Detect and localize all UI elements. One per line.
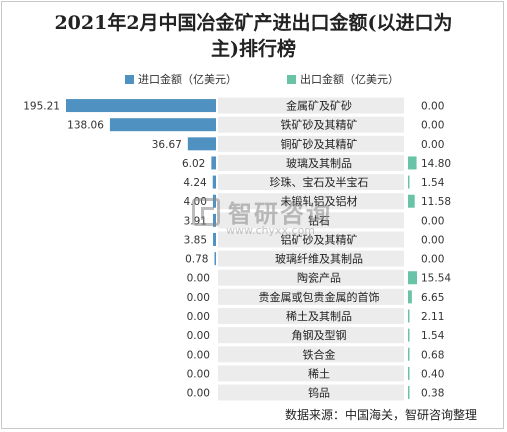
export-value-label: 1.54 xyxy=(421,330,445,342)
export-value-label: 0.00 xyxy=(421,101,444,113)
import-value-label: 6.02 xyxy=(182,158,205,170)
legend-label-export: 出口金额（亿美元） xyxy=(300,73,399,86)
import-value-label: 36.67 xyxy=(152,139,182,151)
category-band xyxy=(218,269,404,286)
category-label: 金属矿及矿砂 xyxy=(286,99,352,113)
category-band xyxy=(218,135,404,152)
export-value-label: 0.00 xyxy=(421,139,444,151)
import-value-label: 3.91 xyxy=(184,215,207,227)
category-label: 铝矿砂及其精矿 xyxy=(281,232,358,246)
import-bar xyxy=(212,175,216,189)
export-value-label: 0.68 xyxy=(421,349,444,361)
export-value-label: 6.65 xyxy=(421,292,444,304)
category-label: 陶瓷产品 xyxy=(297,271,341,285)
category-label: 铜矿砂及其精矿 xyxy=(281,137,358,151)
category-band xyxy=(218,365,404,382)
import-bar xyxy=(214,252,216,266)
import-value-label: 0.78 xyxy=(185,254,208,266)
export-bar xyxy=(408,194,415,208)
category-label: 钻石 xyxy=(308,213,330,227)
import-value-label: 0.00 xyxy=(187,292,210,304)
export-value-label: 0.38 xyxy=(421,388,444,400)
category-band xyxy=(218,212,404,229)
import-value-label: 4.24 xyxy=(183,177,207,189)
category-label: 贵金属或包贵金属的首饰 xyxy=(259,290,380,304)
export-value-label: 11.58 xyxy=(421,196,451,208)
category-band xyxy=(218,154,404,171)
export-value-label: 0.00 xyxy=(421,254,444,266)
category-band xyxy=(218,346,404,363)
category-label: 铁矿砂及其精矿 xyxy=(281,119,358,132)
category-label: 钨品 xyxy=(308,387,330,400)
import-value-label: 0.00 xyxy=(187,311,210,323)
import-value-label: 4.00 xyxy=(184,196,207,208)
export-bar xyxy=(408,366,410,380)
category-band xyxy=(218,327,404,344)
category-band xyxy=(218,288,404,305)
legend-swatch-export xyxy=(287,74,296,84)
category-band xyxy=(218,116,404,133)
category-band xyxy=(218,307,404,324)
import-value-label: 0.00 xyxy=(187,273,210,285)
legend-item-export: 出口金额（亿美元） xyxy=(287,71,399,87)
import-value-label: 138.06 xyxy=(67,120,104,132)
export-value-label: 1.54 xyxy=(421,177,445,189)
export-value-label: 15.54 xyxy=(421,273,451,285)
legend-label-import: 进口金额（亿美元） xyxy=(138,73,237,86)
category-band xyxy=(218,384,404,401)
export-value-label: 14.80 xyxy=(421,158,451,170)
legend-swatch-import xyxy=(125,74,134,84)
category-band xyxy=(218,174,404,191)
category-label: 珍珠、宝石及半宝石 xyxy=(270,175,369,189)
import-bar xyxy=(213,232,216,246)
export-bar xyxy=(408,386,410,400)
import-value-label: 0.00 xyxy=(187,368,210,380)
import-value-label: 0.00 xyxy=(187,330,210,342)
import-value-label: 0.00 xyxy=(187,388,210,400)
category-label: 角钢及型钢 xyxy=(292,328,347,342)
import-bar xyxy=(109,118,216,132)
export-value-label: 2.11 xyxy=(421,311,444,323)
export-bar xyxy=(408,271,417,285)
export-bar xyxy=(408,290,412,304)
category-label: 玻璃纤维及其制品 xyxy=(275,252,363,266)
category-band xyxy=(218,97,404,114)
chart-title: 2021年2月中国冶金矿产进出口金额(以进口为 主)排行榜 xyxy=(54,12,453,60)
export-bar xyxy=(408,156,417,170)
import-bar xyxy=(212,194,216,208)
export-value-label: 0.40 xyxy=(421,368,444,380)
source-note: 数据来源：中国海关，智研咨询整理 xyxy=(284,408,477,422)
import-bar xyxy=(66,99,216,113)
export-bar xyxy=(408,309,410,323)
category-label: 稀土及其制品 xyxy=(286,310,352,323)
import-value-label: 0.00 xyxy=(187,349,210,361)
export-value-label: 0.00 xyxy=(421,234,444,246)
import-value-label: 3.85 xyxy=(184,234,207,246)
export-bar xyxy=(408,347,410,361)
category-band xyxy=(218,193,404,210)
category-label: 未锻轧铝及铝材 xyxy=(281,194,358,208)
category-label: 稀土 xyxy=(308,367,330,380)
export-value-label: 0.00 xyxy=(421,120,444,132)
import-bar xyxy=(211,156,216,170)
export-bar xyxy=(408,175,410,189)
legend-item-import: 进口金额（亿美元） xyxy=(125,71,237,87)
category-label: 铁合金 xyxy=(303,347,336,361)
export-bar xyxy=(408,328,410,342)
category-band xyxy=(218,250,404,267)
category-band xyxy=(218,231,404,248)
import-bar xyxy=(187,137,216,151)
export-value-label: 0.00 xyxy=(421,215,444,227)
import-value-label: 195.21 xyxy=(23,101,60,113)
import-bar xyxy=(212,213,216,227)
category-label: 玻璃及其制品 xyxy=(286,156,352,170)
